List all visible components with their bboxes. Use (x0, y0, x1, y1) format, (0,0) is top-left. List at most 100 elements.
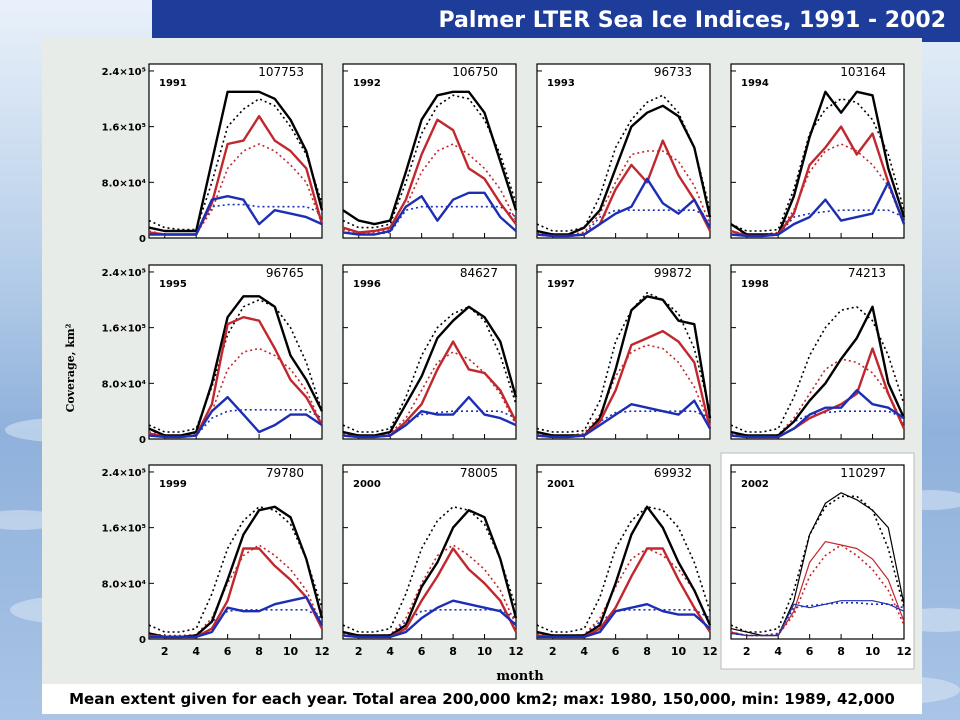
red-mean-series (536, 547, 711, 637)
panel-year-label: 1995 (159, 279, 187, 290)
y-tick-label: 0 (139, 234, 146, 245)
panel-year-label: 1999 (159, 479, 187, 490)
x-axis-label: month (496, 669, 544, 684)
panel-year-label: 1996 (353, 279, 381, 290)
panel-year-label: 2002 (741, 479, 769, 490)
panel-1996: 1996 84627 (342, 264, 518, 440)
black-mean-series (730, 305, 905, 433)
figure-caption: Mean extent given for each year. Total a… (42, 684, 922, 714)
panel-year-label: 1993 (547, 78, 575, 89)
y-tick-label: 1.6×10⁵ (102, 324, 146, 335)
panel-year-label: 2000 (353, 479, 381, 490)
red-mean-series (536, 344, 711, 437)
red-mean-series (342, 143, 517, 234)
black-mean-series (730, 495, 905, 633)
plot-area (536, 464, 711, 640)
black-mean-series (342, 505, 517, 633)
panel-year-label: 1997 (547, 279, 575, 290)
x-tick-label: 8 (643, 645, 651, 658)
panel-year-label: 2001 (547, 479, 575, 490)
panel-1994: 1994 103164 (730, 63, 906, 239)
panel-1992: 1992 106750 (342, 63, 518, 239)
black-mean-series (342, 94, 517, 229)
x-tick-label: 10 (671, 645, 687, 658)
blue-series (342, 396, 517, 439)
blue-series (149, 596, 324, 639)
x-tick-label: 2 (161, 645, 169, 658)
x-tick-label: 2 (743, 645, 751, 658)
panel-1998: 1998 74213 (730, 264, 906, 440)
x-tick-label: 12 (702, 645, 717, 658)
blue-series (149, 194, 323, 236)
panel-1995: 0 8.0×10⁴ 1.6×10⁵ 2.4×10⁵ 1995 96765 (102, 264, 324, 446)
red-series (342, 118, 517, 234)
panel-year-label: 1998 (741, 279, 769, 290)
panel-1993: 1993 96733 (536, 63, 712, 239)
blue-series (537, 603, 711, 639)
blue-series (342, 599, 517, 639)
y-axis-label: Coverage, km² (64, 323, 77, 412)
panel-mean-label: 74213 (848, 266, 886, 280)
blue-mean-series (342, 410, 517, 438)
blue-mean-series (148, 203, 323, 236)
panel-mean-label: 78005 (460, 466, 498, 480)
panel-mean-label: 99872 (654, 266, 692, 280)
blue-series (342, 191, 517, 236)
x-tick-label: 8 (837, 645, 845, 658)
panel-mean-label: 96733 (654, 65, 692, 79)
y-tick-label: 8.0×10⁴ (102, 379, 146, 390)
plot-area (148, 464, 323, 640)
panel-mean-label: 79780 (266, 466, 304, 480)
black-mean-series (536, 505, 711, 633)
blue-series (730, 181, 906, 238)
x-tick-label: 4 (580, 645, 588, 658)
x-tick-label: 4 (774, 645, 782, 658)
x-tick-label: 4 (386, 645, 394, 658)
x-tick-label: 2 (355, 645, 363, 658)
blue-mean-series (730, 410, 905, 438)
blue-mean-series (730, 601, 905, 637)
black-series (342, 509, 518, 637)
x-tick-label: 12 (508, 645, 523, 658)
x-tick-label: 12 (314, 645, 329, 658)
y-tick-label: 8.0×10⁴ (102, 579, 146, 590)
x-tick-label: 10 (865, 645, 881, 658)
page-title: Palmer LTER Sea Ice Indices, 1991 - 2002 (152, 0, 960, 42)
y-tick-label: 1.6×10⁵ (102, 123, 146, 134)
y-tick-label: 2.4×10⁵ (102, 67, 146, 78)
x-tick-label: 6 (612, 645, 620, 658)
plot-area (536, 264, 711, 440)
plot-area (148, 63, 323, 239)
x-tick-label: 2 (549, 645, 557, 658)
panel-1999: 0 8.0×10⁴ 1.6×10⁵ 2.4×10⁵ 2 4 6 8 10 12 1999 79780 (102, 464, 330, 658)
y-tick-label: 2.4×10⁵ (102, 268, 146, 279)
sea-ice-panel-grid: 08.0×10⁴1.6×10⁵2.4×10⁵199110775319921067… (42, 38, 922, 684)
panel-1991: 0 8.0×10⁴ 1.6×10⁵ 2.4×10⁵ 1991 107753 (102, 63, 324, 245)
panel-2001: 2 4 6 8 10 12 2001 69932 (536, 464, 718, 658)
blue-series (730, 600, 905, 637)
x-tick-label: 10 (477, 645, 493, 658)
black-series (536, 295, 712, 437)
black-series (730, 90, 906, 236)
panel-mean-label: 103164 (840, 65, 886, 79)
y-tick-label: 0 (139, 635, 146, 646)
black-series (148, 90, 324, 233)
red-mean-series (730, 358, 905, 437)
black-series (148, 295, 324, 437)
x-tick-label: 8 (255, 645, 263, 658)
plot-area (730, 264, 905, 440)
y-tick-label: 8.0×10⁴ (102, 178, 146, 189)
black-mean-series (148, 505, 323, 633)
x-tick-label: 8 (449, 645, 457, 658)
panel-year-label: 1994 (741, 78, 769, 89)
black-mean-series (148, 97, 323, 231)
y-tick-label: 2.4×10⁵ (102, 468, 146, 479)
black-mean-series (148, 298, 323, 433)
panel-2002: 2 4 6 8 10 12 2002 110297 (720, 452, 915, 670)
black-mean-series (342, 305, 517, 433)
black-mean-series (536, 292, 711, 433)
black-series (342, 305, 518, 437)
y-tick-label: 0 (139, 435, 146, 446)
x-tick-label: 4 (192, 645, 200, 658)
panel-1997: 1997 99872 (536, 264, 712, 440)
